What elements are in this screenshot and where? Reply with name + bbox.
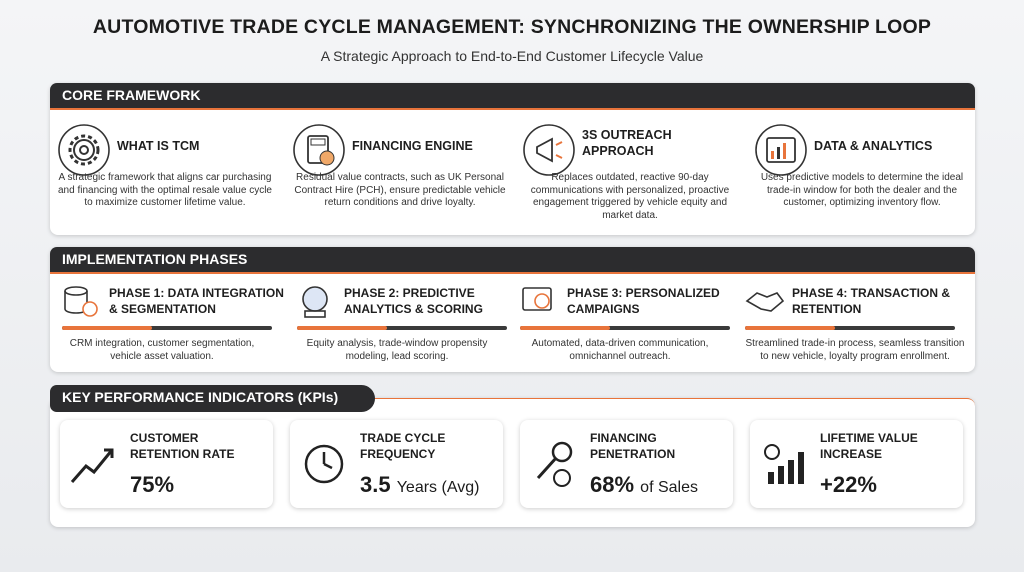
kpi-label: LIFETIME VALUE INCREASE (820, 431, 918, 461)
phase-text: Equity analysis, trade-window propensity… (306, 338, 488, 362)
framework-text: Replaces outdated, reactive 90-day commu… (530, 172, 730, 221)
framework-title: WHAT IS TCM (117, 139, 200, 153)
kpi-card (520, 420, 733, 508)
phase-track (745, 326, 955, 330)
phase-title: PHASE 3: PERSONALIZED CAMPAIGNS (567, 286, 720, 316)
page-subtitle: A Strategic Approach to End-to-End Custo… (320, 48, 704, 64)
phase-accent (520, 326, 610, 330)
kpi-number: +22% (820, 472, 877, 497)
phase-accent (62, 326, 152, 330)
kpi-card (60, 420, 273, 508)
framework-icon (293, 124, 345, 176)
framework-icon (523, 124, 575, 176)
phase-icon (302, 286, 328, 318)
kpi-label: CUSTOMER RETENTION RATE (130, 431, 235, 461)
framework-text: A strategic framework that aligns car pu… (57, 172, 272, 208)
phase-icon (745, 292, 785, 312)
kpi-number: 75% (130, 472, 175, 497)
kpi-value: 3.5 Years (Avg) (360, 472, 479, 498)
phase-accent (297, 326, 387, 330)
kpi-icon (70, 448, 114, 483)
kpi-value: 68% of Sales (590, 472, 698, 498)
framework-icon (755, 124, 807, 176)
phase-icon (64, 286, 98, 317)
framework-title: DATA & ANALYTICS (814, 139, 933, 153)
phase-text: Automated, data-driven communication, om… (531, 338, 709, 362)
phase-icon (522, 287, 552, 311)
phase-track (520, 326, 730, 330)
kpi-unit: of Sales (640, 479, 698, 496)
kpi-icon (536, 441, 573, 487)
phase-text: Streamlined trade-in process, seamless t… (745, 338, 965, 362)
framework-icon (58, 124, 110, 176)
phase-track (297, 326, 507, 330)
kpi-card (750, 420, 963, 508)
kpi-label: FINANCING PENETRATION (590, 431, 676, 461)
page-title: AUTOMOTIVE TRADE CYCLE MANAGEMENT: SYNCH… (92, 16, 932, 38)
phase-accent (745, 326, 835, 330)
section-header: CORE FRAMEWORK (50, 83, 975, 110)
framework-text: Uses predictive models to determine the … (760, 172, 964, 208)
section-header: KEY PERFORMANCE INDICATORS (KPIs) (50, 385, 375, 412)
kpi-number: 68% (590, 472, 635, 497)
kpi-value: +22% (820, 472, 877, 498)
framework-title: FINANCING ENGINE (352, 139, 473, 153)
kpi-icon (764, 444, 804, 484)
kpi-value: 75% (130, 472, 174, 498)
framework-text: Residual value contracts, such as UK Per… (294, 172, 506, 208)
kpi-unit: Years (Avg) (396, 479, 480, 496)
phase-title: PHASE 1: DATA INTEGRATION & SEGMENTATION (109, 286, 284, 316)
section-header: IMPLEMENTATION PHASES (50, 247, 975, 274)
kpi-number: 3.5 (360, 472, 391, 497)
phase-text: CRM integration, customer segmentation, … (69, 338, 255, 362)
phase-track (62, 326, 272, 330)
kpi-icon (304, 444, 344, 484)
kpi-label: TRADE CYCLE FREQUENCY (360, 431, 446, 461)
framework-title: 3S OUTREACH APPROACH (582, 128, 672, 158)
phase-title: PHASE 2: PREDICTIVE ANALYTICS & SCORING (344, 286, 483, 316)
phase-title: PHASE 4: TRANSACTION & RETENTION (792, 286, 951, 316)
